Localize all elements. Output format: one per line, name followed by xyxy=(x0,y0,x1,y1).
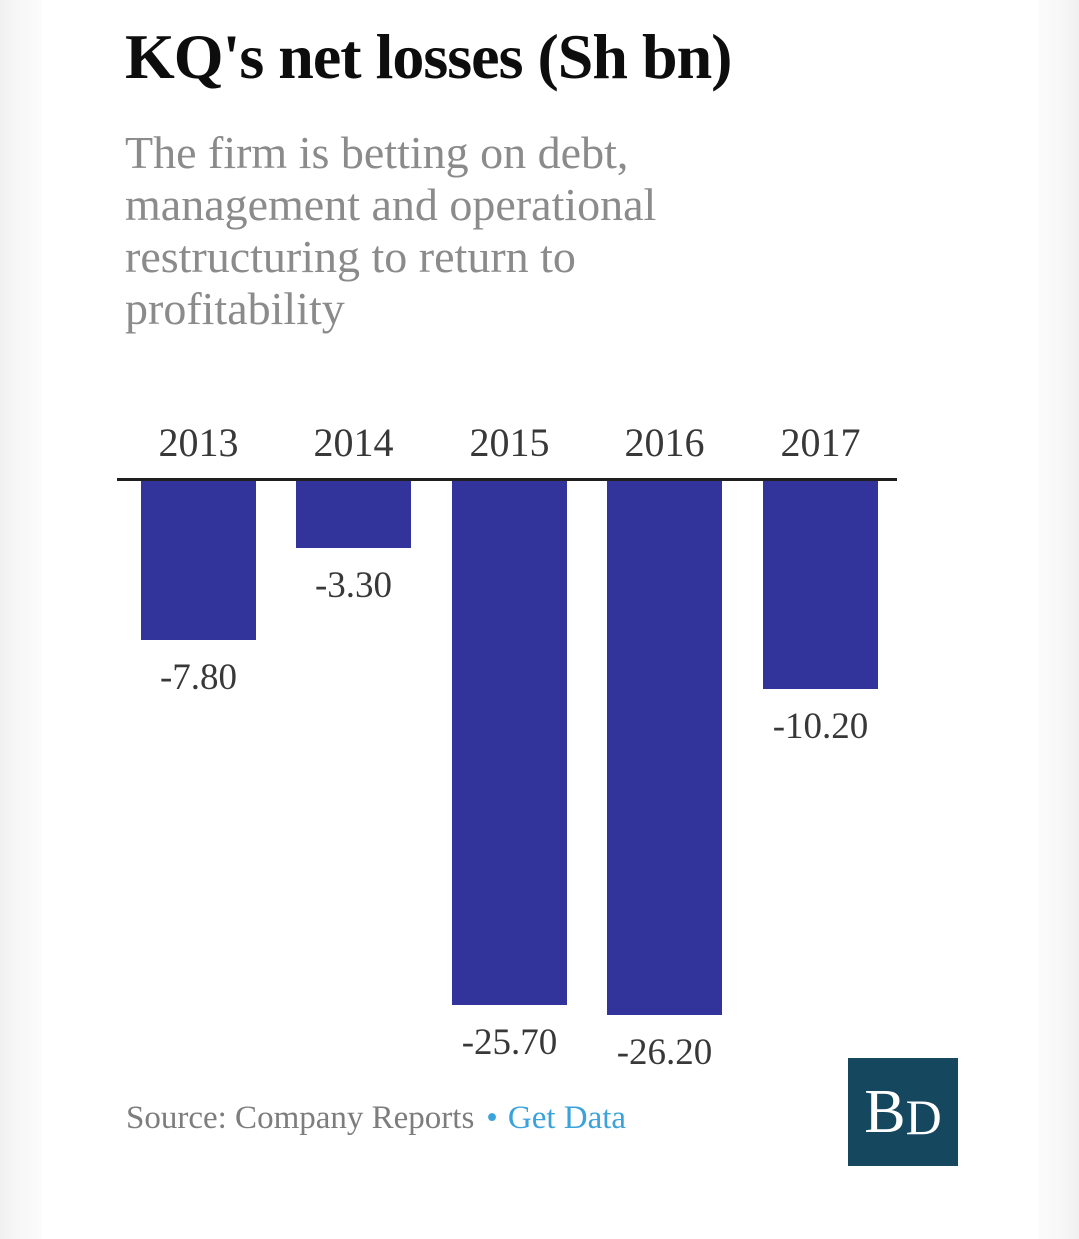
bar xyxy=(296,481,411,548)
value-label: -26.20 xyxy=(616,1032,713,1073)
page: KQ's net losses (Sh bn) The firm is bett… xyxy=(42,0,1038,1239)
chart-subtitle: The firm is betting on debt, management … xyxy=(125,127,925,335)
category-label: 2016 xyxy=(624,420,705,465)
bar xyxy=(763,481,878,689)
value-label: -25.70 xyxy=(461,1022,558,1063)
baseline-axis xyxy=(117,478,897,481)
category-label: 2014 xyxy=(313,420,394,465)
bullet-separator-icon: • xyxy=(486,1100,498,1136)
category-label: 2013 xyxy=(158,420,239,465)
bar-chart: 2013 -7.80 2014 -3.30 2015 -25.70 2016 -26.20 20… xyxy=(42,0,1038,1239)
value-label: -10.20 xyxy=(772,706,869,747)
source-label: Source: Company Reports xyxy=(126,1100,475,1136)
value-label: -3.30 xyxy=(314,565,393,606)
bar xyxy=(452,481,567,1005)
chart-subtitle-line: The firm is betting on debt, xyxy=(125,127,629,178)
bd-logo-letter-b: B xyxy=(864,1078,906,1146)
value-label: -7.80 xyxy=(159,657,238,698)
chart-subtitle-line: profitability xyxy=(125,283,345,334)
chart-title: KQ's net losses (Sh bn) xyxy=(125,21,732,92)
source-note: Source: Company Reports • Get Data xyxy=(126,1097,626,1139)
chart-subtitle-line: management and operational xyxy=(125,179,657,230)
category-label: 2015 xyxy=(469,420,550,465)
category-label: 2017 xyxy=(780,420,861,465)
bar xyxy=(607,481,722,1015)
chart-subtitle-line: restructuring to return to xyxy=(125,231,576,282)
bar xyxy=(141,481,256,640)
bd-logo-letter-d: D xyxy=(905,1089,942,1145)
get-data-link[interactable]: Get Data xyxy=(507,1100,627,1136)
